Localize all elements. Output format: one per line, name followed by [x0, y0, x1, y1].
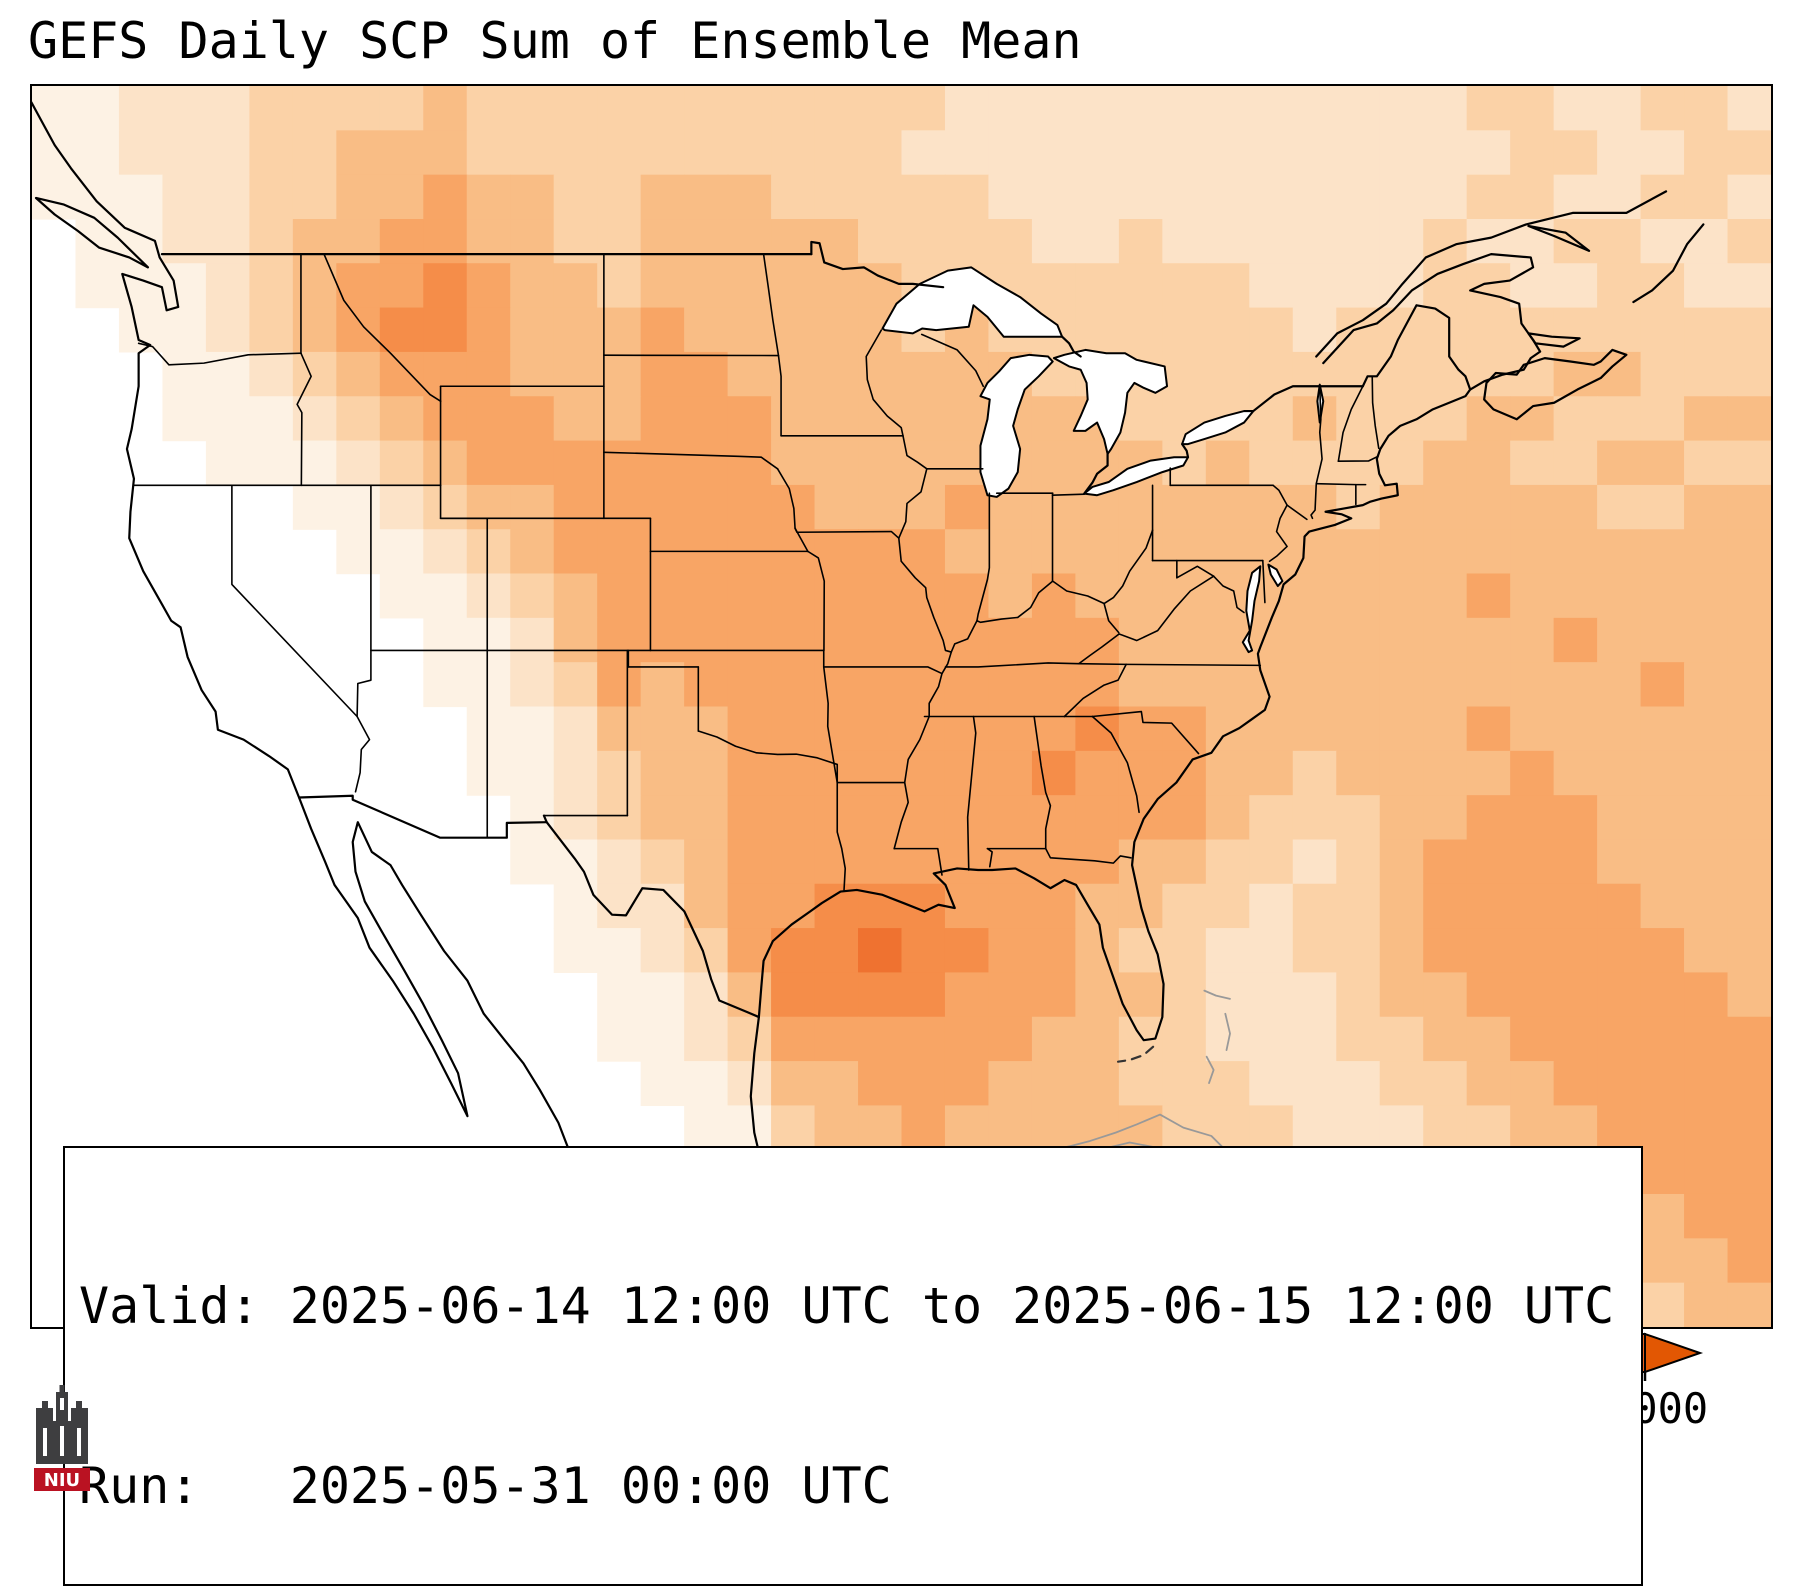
run-time-text: Run: 2025-05-31 00:00 UTC [79, 1456, 1627, 1516]
map-panel [30, 84, 1773, 1329]
niu-castle-icon [36, 1385, 88, 1464]
chart-title: GEFS Daily SCP Sum of Ensemble Mean [28, 10, 1082, 72]
niu-logo: NIU [22, 1376, 102, 1494]
valid-run-info-box: Valid: 2025-06-14 12:00 UTC to 2025-06-1… [63, 1146, 1643, 1586]
state-border-path [1316, 484, 1365, 485]
niu-logo-graphic: NIU [22, 1376, 102, 1494]
colorbar-over-arrow [1645, 1334, 1700, 1372]
heatmap-layer [32, 86, 1771, 1327]
page: { "title": "GEFS Daily SCP Sum of Ensemb… [0, 0, 1803, 1500]
state-border-path [1053, 494, 1085, 495]
valid-time-text: Valid: 2025-06-14 12:00 UTC to 2025-06-1… [79, 1276, 1627, 1336]
coastline-path [299, 796, 547, 838]
us-scp-heatmap-map [32, 86, 1771, 1327]
niu-text: NIU [44, 1470, 80, 1491]
niu-wordmark: NIU [34, 1468, 90, 1491]
state-border-path [1126, 664, 1260, 665]
